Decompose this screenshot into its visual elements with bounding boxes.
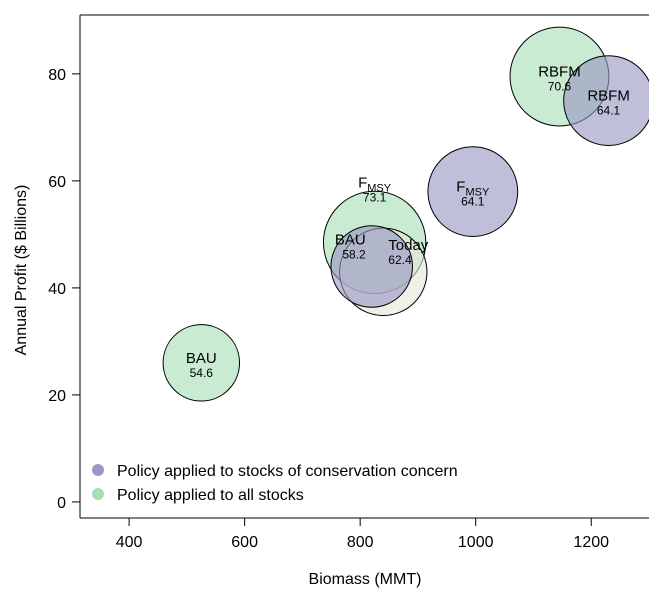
bubble-label: RBFM [587, 88, 630, 105]
x-tick-label: 600 [231, 534, 258, 551]
x-tick-label: 400 [116, 534, 143, 551]
y-tick-label: 40 [48, 281, 66, 298]
bubble-rbfm [563, 55, 649, 146]
bubbles-layer [162, 26, 649, 402]
bubble-f-msy [427, 146, 519, 237]
bubble-bau [330, 225, 413, 308]
legend: Policy applied to stocks of conservation… [92, 463, 458, 504]
bubble-label: BAU [335, 232, 366, 249]
bubble-value-label: 54.6 [190, 366, 214, 380]
legend-entry: Policy applied to stocks of conservation… [117, 463, 458, 480]
bubble-value-label: 70.6 [548, 80, 572, 94]
bubble-value-label: 64.1 [597, 104, 621, 118]
bubble-value-label: 62.4 [388, 253, 412, 267]
y-tick-label: 80 [48, 67, 66, 84]
bubble-labels: FMSY73.1RBFM70.6RBFM64.1FMSY64.1Today62.… [186, 64, 630, 380]
x-tick-label: 1200 [573, 534, 609, 551]
plot-axes: 400 600 800 1000 1200 0 20 40 60 80 [48, 14, 649, 551]
bubble-label: RBFM [538, 64, 581, 81]
y-tick-label: 0 [57, 495, 66, 512]
y-tick-label: 60 [48, 174, 66, 191]
y-axis-label: Annual Profit ($ Billions) [13, 185, 30, 356]
bubble-value-label: 64.1 [461, 195, 485, 209]
bubble-bau [162, 324, 241, 402]
bubble-value-label: 73.1 [363, 190, 387, 204]
x-axis-label: Biomass (MMT) [309, 571, 422, 588]
legend-marker [92, 488, 104, 500]
bubble-label: Today [388, 237, 429, 254]
x-tick-label: 800 [347, 534, 374, 551]
legend-marker [92, 464, 104, 476]
y-tick-label: 20 [48, 388, 66, 405]
legend-entry: Policy applied to all stocks [117, 487, 304, 504]
bubble-value-label: 58.2 [342, 248, 366, 262]
bubble-label: BAU [186, 350, 217, 367]
x-tick-label: 1000 [458, 534, 494, 551]
